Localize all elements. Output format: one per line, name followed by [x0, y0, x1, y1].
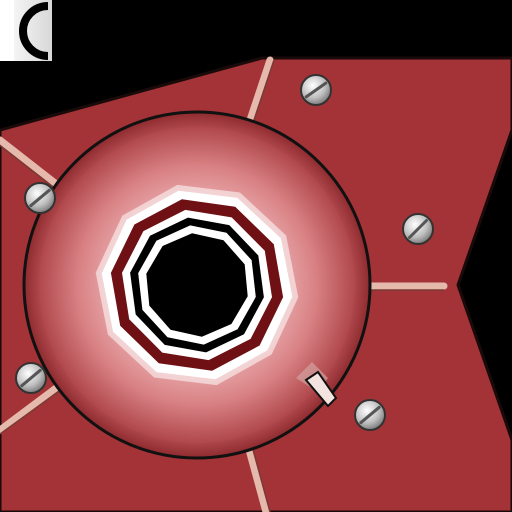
- screw-head-icon: [16, 363, 46, 393]
- dial-center-hole: [154, 242, 240, 328]
- screw-head-icon: [25, 183, 55, 213]
- screw-head-icon: [355, 400, 385, 430]
- screw-head-icon: [301, 75, 331, 105]
- screw-head-icon: [403, 214, 433, 244]
- back-button[interactable]: [0, 0, 52, 61]
- rotary-dial[interactable]: [24, 112, 370, 458]
